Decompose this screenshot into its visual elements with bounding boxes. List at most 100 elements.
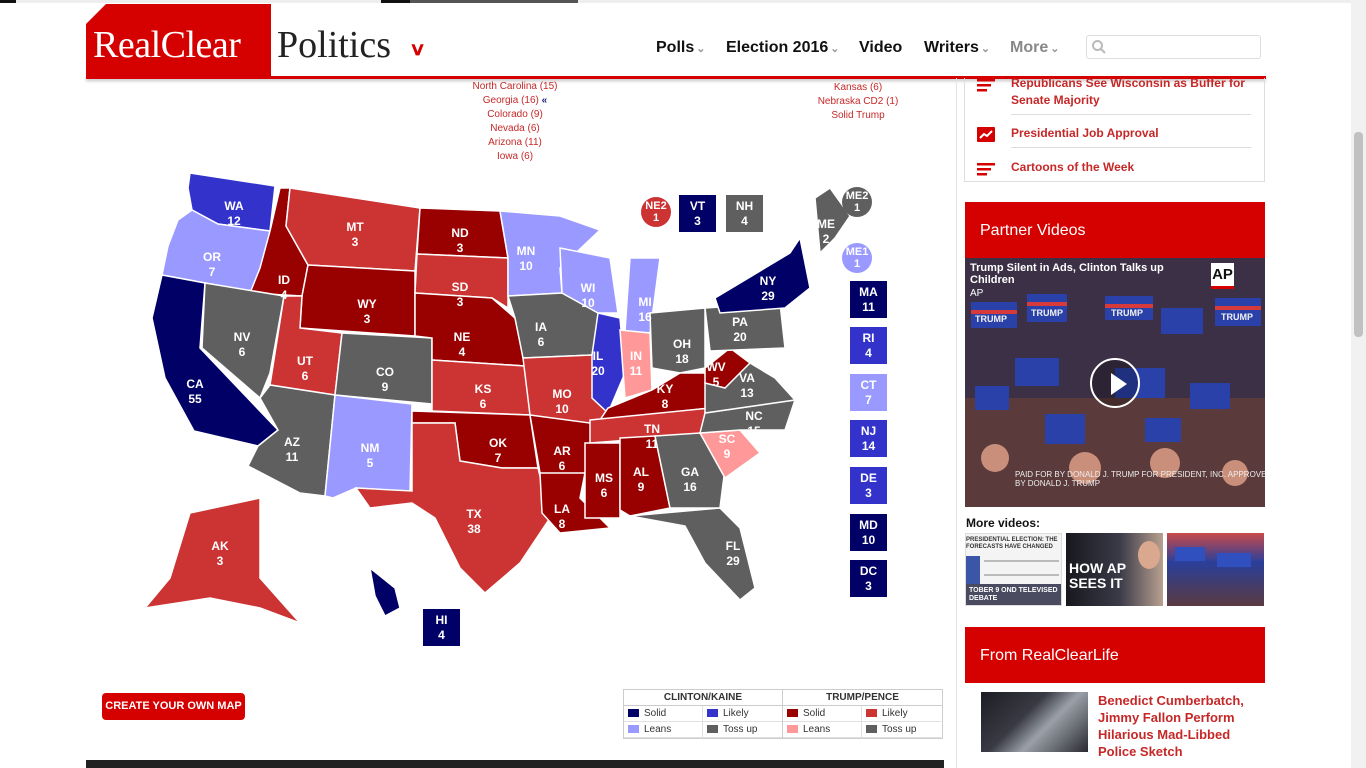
more-videos-label: More videos: [966,516,1041,530]
state-ga[interactable] [654,432,726,509]
state-abbr: CA [186,377,204,391]
logo-brand[interactable]: RealClear [93,24,241,66]
state-label: ME 2 [817,217,835,246]
scrollbar[interactable] [1351,0,1366,768]
state-al[interactable] [619,435,671,517]
district-ne2[interactable]: NE2 1 [641,197,671,227]
state-box-de[interactable]: DE 3 [850,467,887,504]
nav-video[interactable]: Video [859,39,902,63]
nav-label: More [1010,39,1049,56]
video-disclaimer: PAID FOR BY DONALD J. TRUMP FOR PRESIDEN… [1015,470,1265,488]
state-wv[interactable] [704,347,752,389]
nav-polls[interactable]: Polls ⌄ [656,39,705,63]
state-label: MI 16 [638,295,652,324]
tossup-item[interactable]: Georgia (16) « [440,94,590,108]
state-ev: 6 [538,335,545,349]
trump-list: Kansas (6) Nebraska CD2 (1) Solid Trump [800,81,916,123]
list-icon [977,163,995,176]
state-wi[interactable] [559,247,619,314]
chevron-down-icon[interactable]: ∨ [409,39,427,59]
nav-more[interactable]: More ⌄ [1010,39,1059,63]
nav-election-2016[interactable]: Election 2016 ⌄ [726,39,840,63]
logo-section[interactable]: Politics [277,24,392,66]
state-abbr: NE [454,330,471,344]
state-ms[interactable] [584,442,621,519]
nav-label: Election 2016 [726,39,829,56]
trump-list-item[interactable]: Solid Trump [831,110,885,121]
story-link[interactable]: Benedict Cumberbatch, Jimmy Fallon Perfo… [1098,693,1244,759]
tossup-item[interactable]: Iowa (6) [496,151,534,162]
nav-writers[interactable]: Writers ⌄ [924,39,990,63]
video-thumbnail[interactable] [1167,533,1264,606]
story-image[interactable] [981,692,1088,752]
state-box-md[interactable]: MD 10 [850,514,887,551]
state-box-hi[interactable]: HI 4 [423,609,460,646]
state-box-nj[interactable]: NJ 14 [850,420,887,457]
state-abbr: VT [689,198,706,213]
state-box-ri[interactable]: RI 4 [850,327,887,364]
state-ak[interactable] [143,497,301,624]
search-input[interactable] [1086,35,1261,59]
state-ev: 29 [761,289,775,303]
state-ev: 7 [209,265,216,279]
district-abbr: ME1 [845,246,869,258]
video-player[interactable]: TRUMP TRUMP TRUMP TRUMP Trump Silent in … [965,258,1265,507]
logo[interactable] [86,4,271,77]
state-ev: 3 [364,312,371,326]
state-fl[interactable] [629,507,756,602]
state-abbr: TX [466,507,481,521]
district-me1[interactable]: ME1 1 [842,243,872,273]
state-box-nh[interactable]: NH 4 [726,195,763,232]
state-abbr: HI [435,612,448,627]
district-me2[interactable]: ME2 1 [842,187,872,217]
tossup-item[interactable]: Colorado (9) [487,109,543,120]
district-abbr: NE2 [645,200,667,212]
state-abbr: UT [297,354,314,368]
play-icon[interactable] [1090,358,1140,408]
divider [1011,147,1251,148]
tossup-item[interactable]: Arizona (11) [488,137,542,148]
state-box-ct[interactable]: CT 7 [850,374,887,411]
sign-text: TRUMP [1111,308,1143,318]
state-oh[interactable] [649,307,706,374]
state-label: IA 6 [535,320,547,349]
video-thumbnail[interactable]: PRESIDENTIAL ELECTION: THE FORECASTS HAV… [965,533,1062,606]
state-abbr: WV [706,360,725,374]
state-nv[interactable] [201,282,285,400]
column-divider [956,78,957,768]
state-label: GA 16 [681,465,699,494]
trump-list-item[interactable]: Nebraska CD2 (1) [817,96,899,107]
state-label: CO 9 [376,365,394,394]
state-label: OH 18 [673,337,691,366]
legend-label: Toss up [723,724,758,735]
state-abbr: KS [475,382,492,396]
video-source: AP [970,288,984,299]
state-il[interactable] [591,312,626,415]
state-abbr: MT [346,220,364,234]
state-hi[interactable] [368,566,401,618]
state-box-ma[interactable]: MA 11 [850,281,887,318]
state-abbr: SC [719,432,736,446]
scrollbar-thumb[interactable] [1354,132,1363,337]
video-thumbnail[interactable]: HOW AP SEES IT [1066,533,1163,606]
swatch [866,709,877,717]
create-your-own-map-button[interactable]: CREATE YOUR OWN MAP [102,693,245,720]
divider [1011,114,1251,115]
state-me[interactable] [814,186,851,255]
state-label: WV 5 [706,360,725,389]
sign-text: TRUMP [975,314,1007,324]
state-label: SC 9 [719,432,736,461]
swatch [628,725,639,733]
state-label: WY 3 [357,297,376,326]
legend-trump: TRUMP/PENCE Solid Likely Leans Toss up [783,690,942,738]
state-tx[interactable] [354,422,551,595]
state-box-dc[interactable]: DC 3 [850,560,887,597]
state-ev: 55 [188,392,202,406]
trump-list-item[interactable]: Kansas (6) [833,82,883,93]
state-wy[interactable] [299,264,416,337]
state-box-vt[interactable]: VT 3 [679,195,716,232]
tossup-item[interactable]: Nevada (6) [490,123,540,134]
state-ny[interactable] [714,236,811,314]
tossup-item[interactable]: North Carolina (15) [472,81,558,92]
state-ev: 4 [459,345,466,359]
